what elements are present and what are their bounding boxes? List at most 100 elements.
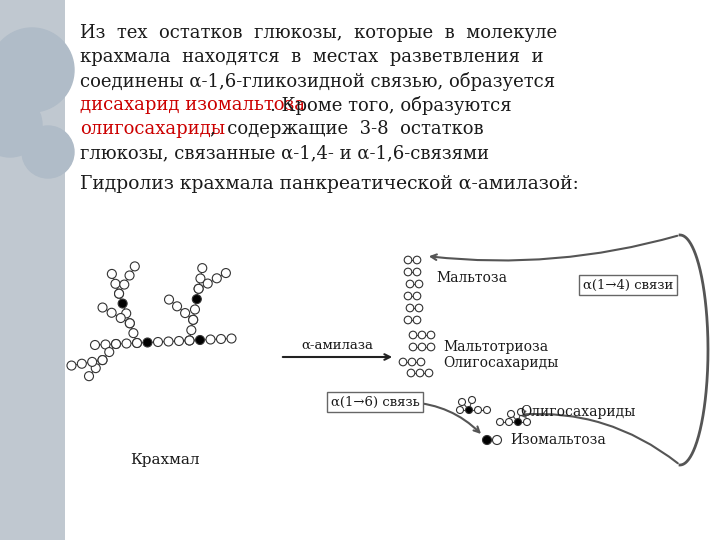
Circle shape — [203, 279, 212, 288]
Circle shape — [114, 289, 124, 298]
Circle shape — [196, 274, 205, 283]
Circle shape — [413, 256, 420, 264]
Circle shape — [404, 256, 412, 264]
Circle shape — [404, 292, 412, 300]
Circle shape — [125, 271, 134, 280]
Circle shape — [125, 319, 135, 328]
Circle shape — [409, 343, 417, 351]
Circle shape — [418, 343, 426, 351]
Circle shape — [426, 369, 433, 377]
Text: α-амилаза: α-амилаза — [301, 339, 373, 352]
Circle shape — [125, 319, 135, 328]
Text: крахмала  находятся  в  местах  разветвления  и: крахмала находятся в местах разветвления… — [80, 48, 544, 66]
Text: Изомальтоза: Изомальтоза — [510, 433, 606, 447]
Circle shape — [98, 355, 107, 364]
Circle shape — [77, 359, 86, 368]
Circle shape — [515, 418, 521, 426]
Text: Из  тех  остатков  глюкозы,  которые  в  молекуле: Из тех остатков глюкозы, которые в молек… — [80, 24, 557, 42]
Circle shape — [132, 339, 142, 348]
Circle shape — [456, 407, 464, 414]
Text: . Кроме того, образуются: . Кроме того, образуются — [270, 96, 512, 115]
Circle shape — [523, 418, 531, 426]
Circle shape — [418, 331, 426, 339]
Circle shape — [212, 274, 221, 283]
Text: Мальтоза: Мальтоза — [436, 271, 507, 285]
Text: Мальтотриоза
Олигосахариды: Мальтотриоза Олигосахариды — [443, 340, 559, 370]
Circle shape — [84, 372, 94, 381]
Circle shape — [406, 280, 414, 288]
Circle shape — [492, 435, 502, 444]
Circle shape — [22, 126, 74, 178]
Circle shape — [227, 334, 236, 343]
Circle shape — [112, 340, 120, 348]
Circle shape — [130, 262, 139, 271]
Circle shape — [104, 348, 114, 356]
Circle shape — [466, 407, 472, 414]
Circle shape — [192, 295, 202, 303]
Circle shape — [416, 369, 424, 377]
Circle shape — [508, 410, 515, 417]
Circle shape — [505, 418, 513, 426]
Circle shape — [0, 93, 42, 157]
Circle shape — [129, 329, 138, 338]
Circle shape — [112, 340, 120, 348]
Circle shape — [143, 338, 152, 347]
Circle shape — [164, 295, 174, 304]
Circle shape — [122, 339, 131, 348]
Circle shape — [408, 369, 415, 377]
Circle shape — [404, 316, 412, 324]
Circle shape — [186, 326, 196, 335]
Circle shape — [409, 331, 417, 339]
Circle shape — [107, 308, 116, 318]
Circle shape — [91, 363, 100, 373]
Bar — [0, 0, 65, 540]
Circle shape — [217, 334, 225, 343]
Circle shape — [413, 268, 420, 276]
Circle shape — [98, 355, 107, 364]
Circle shape — [417, 358, 425, 366]
Circle shape — [122, 309, 131, 318]
Circle shape — [116, 314, 125, 322]
Circle shape — [406, 304, 414, 312]
Circle shape — [413, 316, 420, 324]
Text: дисахарид изомальтоза: дисахарид изомальтоза — [80, 96, 305, 114]
Circle shape — [404, 268, 412, 276]
Circle shape — [415, 304, 423, 312]
Circle shape — [132, 339, 142, 348]
Circle shape — [221, 268, 230, 278]
Circle shape — [191, 305, 199, 314]
Circle shape — [196, 335, 204, 345]
Circle shape — [185, 336, 194, 345]
Circle shape — [427, 331, 435, 339]
Text: Олигосахариды: Олигосахариды — [520, 405, 635, 419]
Circle shape — [497, 418, 503, 426]
Text: олигосахариды: олигосахариды — [80, 120, 225, 138]
Circle shape — [415, 280, 423, 288]
Circle shape — [518, 408, 524, 415]
Circle shape — [194, 284, 203, 293]
Text: ,  содержащие  3-8  остатков: , содержащие 3-8 остатков — [210, 120, 484, 138]
Circle shape — [67, 361, 76, 370]
Circle shape — [189, 315, 198, 325]
Circle shape — [185, 336, 194, 345]
Circle shape — [469, 396, 475, 403]
Circle shape — [88, 357, 96, 367]
Circle shape — [114, 289, 124, 298]
Circle shape — [153, 338, 163, 347]
Circle shape — [474, 407, 482, 414]
Circle shape — [111, 279, 120, 288]
Circle shape — [101, 340, 110, 349]
Circle shape — [174, 336, 184, 346]
Circle shape — [408, 358, 416, 366]
Circle shape — [427, 343, 435, 351]
Circle shape — [173, 302, 181, 311]
Circle shape — [194, 284, 203, 293]
Circle shape — [399, 358, 407, 366]
Circle shape — [118, 299, 127, 308]
Circle shape — [413, 292, 420, 300]
Circle shape — [189, 315, 198, 325]
Text: α(1→4) связи: α(1→4) связи — [583, 279, 673, 292]
Circle shape — [206, 335, 215, 344]
Circle shape — [164, 337, 173, 346]
Circle shape — [482, 435, 492, 444]
